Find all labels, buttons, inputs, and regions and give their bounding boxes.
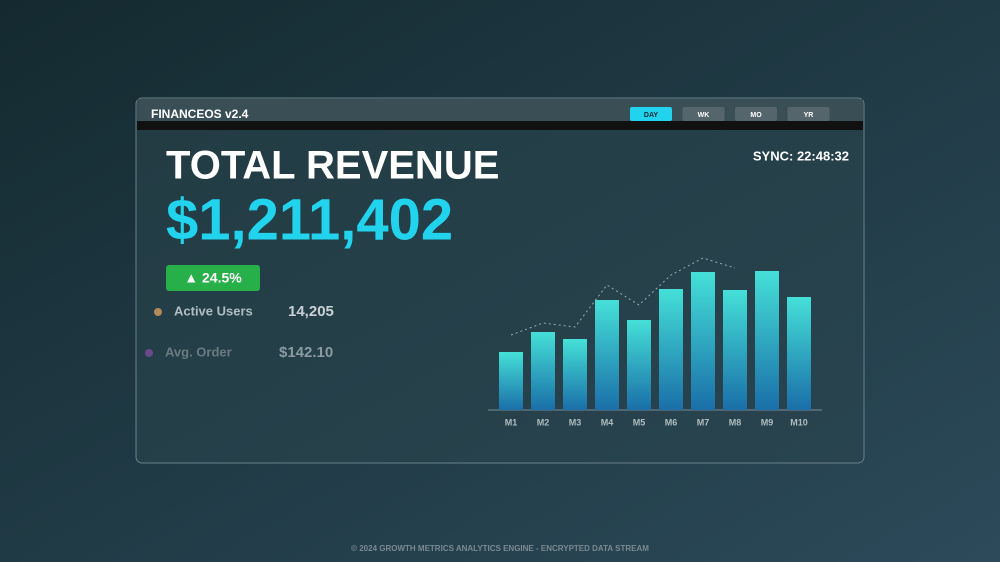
x-tick-label: M2 xyxy=(537,417,550,427)
bar xyxy=(595,300,619,410)
tab-label[interactable]: MO xyxy=(750,112,762,119)
chart: M1 M2 M3 M4 M5 M6 M7 M8 M9 M10 xyxy=(488,257,822,427)
sync-time: SYNC: 22:48:32 xyxy=(753,148,849,163)
revenue-value: $1,211,402 xyxy=(166,187,453,252)
stat-label: Active Users xyxy=(174,303,253,318)
bar xyxy=(531,332,555,410)
change-badge xyxy=(166,265,260,291)
x-tick-label: M1 xyxy=(505,417,518,427)
x-tick-label: M9 xyxy=(761,417,774,427)
bar xyxy=(499,352,523,410)
app-title: FINANCEOS v2.4 xyxy=(151,107,249,121)
trend-line xyxy=(510,257,736,336)
bar xyxy=(723,290,747,410)
title-bar xyxy=(137,99,863,121)
x-tick-label: M7 xyxy=(697,417,710,427)
stat-value: $142.10 xyxy=(279,344,333,361)
tab-label[interactable]: WK xyxy=(698,112,710,119)
tab[interactable] xyxy=(682,107,725,121)
x-tick-label: M3 xyxy=(569,417,582,427)
bar xyxy=(659,289,683,410)
title-strip xyxy=(137,121,863,130)
tab[interactable] xyxy=(787,107,830,121)
x-tick-label: M10 xyxy=(790,417,808,427)
x-tick-label: M4 xyxy=(601,417,614,427)
stat-label: Avg. Order xyxy=(165,344,232,359)
x-tick-label: M6 xyxy=(665,417,678,427)
x-tick-label: M5 xyxy=(633,417,646,427)
bar xyxy=(563,339,587,410)
change-value: ▲ 24.5% xyxy=(184,270,242,286)
x-tick-label: M8 xyxy=(729,417,742,427)
stats: Active Users 14,205 Avg. Order $142.10 xyxy=(145,303,334,361)
bar xyxy=(787,297,811,410)
footer: © 2024 GROWTH METRICS ANALYTICS ENGINE -… xyxy=(351,544,649,553)
stat-dot xyxy=(145,349,153,357)
revenue-label: TOTAL REVENUE xyxy=(166,144,499,188)
tab-label[interactable]: YR xyxy=(804,112,814,119)
tab[interactable] xyxy=(630,107,672,121)
bar xyxy=(691,272,715,410)
bar xyxy=(755,271,779,410)
tab-label[interactable]: DAY xyxy=(644,112,658,119)
stat-value: 14,205 xyxy=(288,303,334,320)
tab-bar: DAY WK MO YR xyxy=(630,107,830,121)
bar xyxy=(627,320,651,410)
stat-dot xyxy=(154,308,162,316)
tab[interactable] xyxy=(735,107,777,121)
